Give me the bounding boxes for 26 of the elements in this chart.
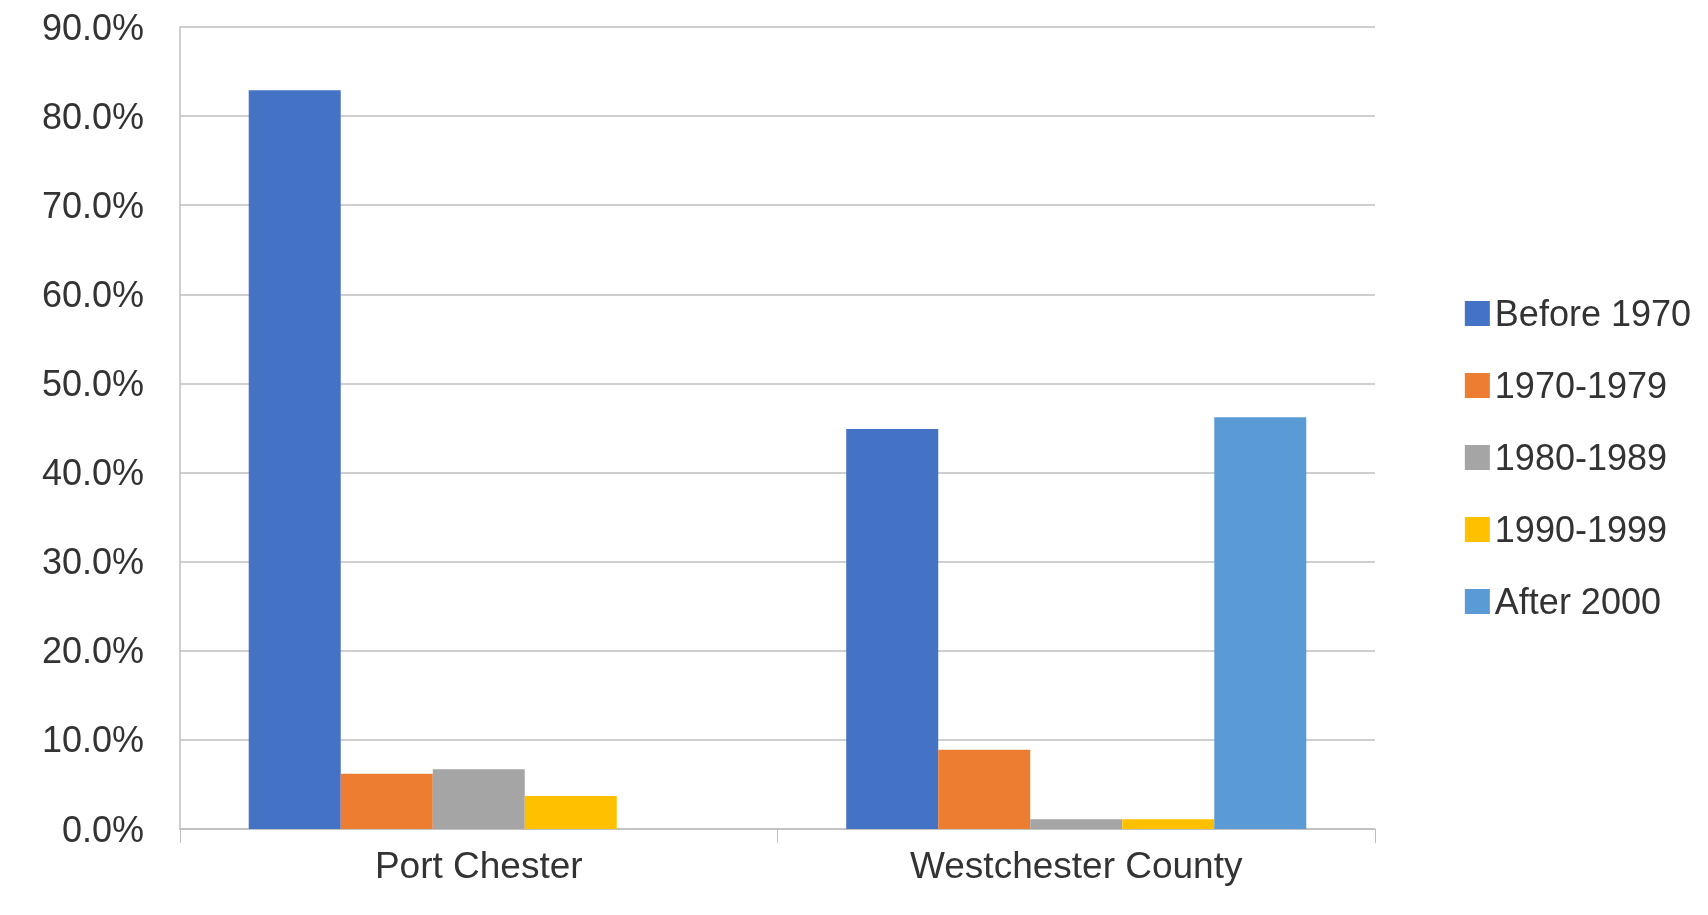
legend-label: 1990-1999 <box>1494 509 1668 550</box>
x-tick-label: Port Chester <box>374 845 583 886</box>
bar <box>248 90 341 829</box>
x-tick-label: Westchester County <box>910 845 1243 886</box>
legend-label: Before 1970 <box>1494 293 1691 334</box>
bar <box>524 796 617 829</box>
bar <box>1030 819 1123 829</box>
legend-label: 1980-1989 <box>1494 437 1668 478</box>
y-tick-label: 30.0% <box>41 541 144 583</box>
bar <box>846 428 939 829</box>
y-tick-label: 60.0% <box>41 273 144 315</box>
y-tick-label: 70.0% <box>41 184 144 226</box>
legend-label: 1970-1979 <box>1494 365 1668 406</box>
bar <box>1122 819 1215 829</box>
legend-label: After 2000 <box>1494 581 1661 622</box>
y-tick-label: 40.0% <box>41 452 144 494</box>
y-tick-label: 90.0% <box>41 6 144 48</box>
y-tick-label: 0.0% <box>61 808 144 850</box>
bar <box>340 773 433 829</box>
bar <box>1214 417 1307 829</box>
y-tick-label: 80.0% <box>41 95 144 137</box>
y-tick-label: 10.0% <box>41 719 144 761</box>
bar <box>938 749 1031 829</box>
bar <box>432 769 525 829</box>
y-tick-label: 50.0% <box>41 362 144 404</box>
y-tick-label: 20.0% <box>41 630 144 672</box>
